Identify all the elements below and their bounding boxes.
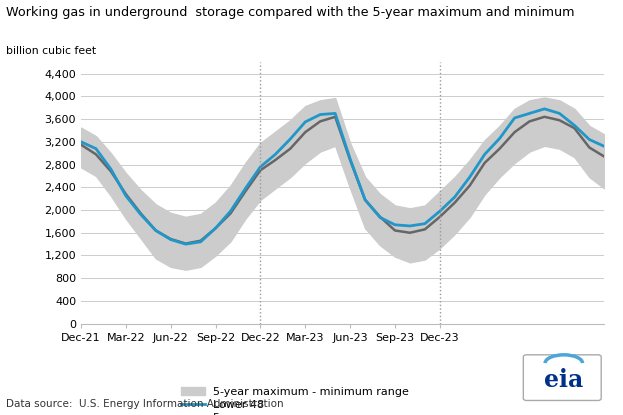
Legend: 5-year maximum - minimum range, Lower 48, 5-year average: 5-year maximum - minimum range, Lower 48…: [181, 387, 409, 415]
Text: billion cubic feet: billion cubic feet: [6, 46, 97, 56]
Text: Data source:  U.S. Energy Information Administration: Data source: U.S. Energy Information Adm…: [6, 399, 284, 409]
Text: Working gas in underground  storage compared with the 5-year maximum and minimum: Working gas in underground storage compa…: [6, 6, 575, 19]
Text: eia: eia: [544, 368, 584, 392]
